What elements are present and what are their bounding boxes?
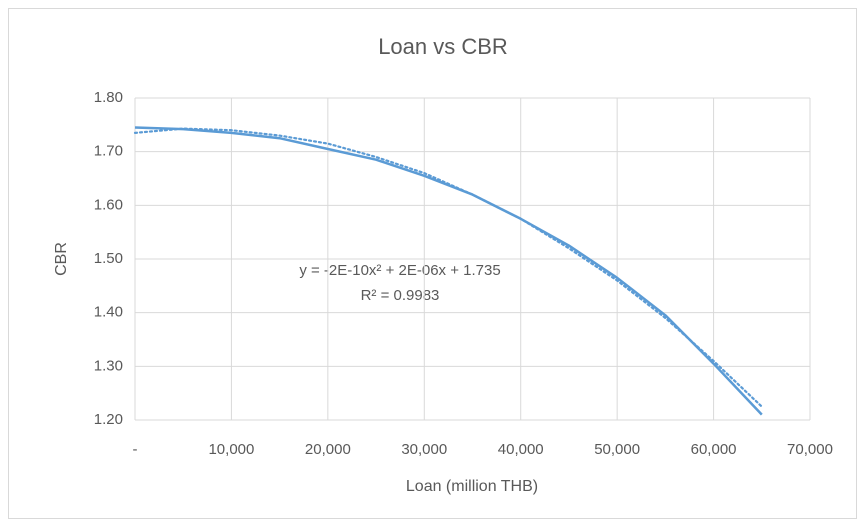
y-tick-label: 1.60	[94, 196, 123, 213]
y-tick-label: 1.50	[94, 250, 123, 267]
trendline	[133, 127, 763, 408]
x-tick-label: 50,000	[594, 441, 640, 458]
y-tick-label: 1.20	[94, 411, 123, 428]
x-tick-label: 60,000	[691, 441, 737, 458]
y-tick-label: 1.30	[94, 357, 123, 374]
y-tick-label: 1.80	[94, 89, 123, 106]
x-tick-label: 10,000	[208, 441, 254, 458]
y-tick-label: 1.70	[94, 143, 123, 160]
y-tick-label: 1.40	[94, 304, 123, 321]
x-tick-label: -	[133, 441, 138, 458]
x-tick-label: 70,000	[787, 441, 833, 458]
x-tick-label: 30,000	[401, 441, 447, 458]
r-squared: R² = 0.9983	[361, 287, 440, 304]
x-tick-label: 40,000	[498, 441, 544, 458]
trendline-equation: y = -2E-10x² + 2E-06x + 1.735	[299, 262, 500, 279]
y-axis-title: CBR	[53, 242, 70, 276]
x-tick-label: 20,000	[305, 441, 351, 458]
x-axis-title: Loan (million THB)	[406, 478, 538, 495]
series-line	[134, 126, 763, 416]
chart-border	[8, 8, 857, 519]
chart-title: Loan vs CBR	[378, 34, 508, 59]
